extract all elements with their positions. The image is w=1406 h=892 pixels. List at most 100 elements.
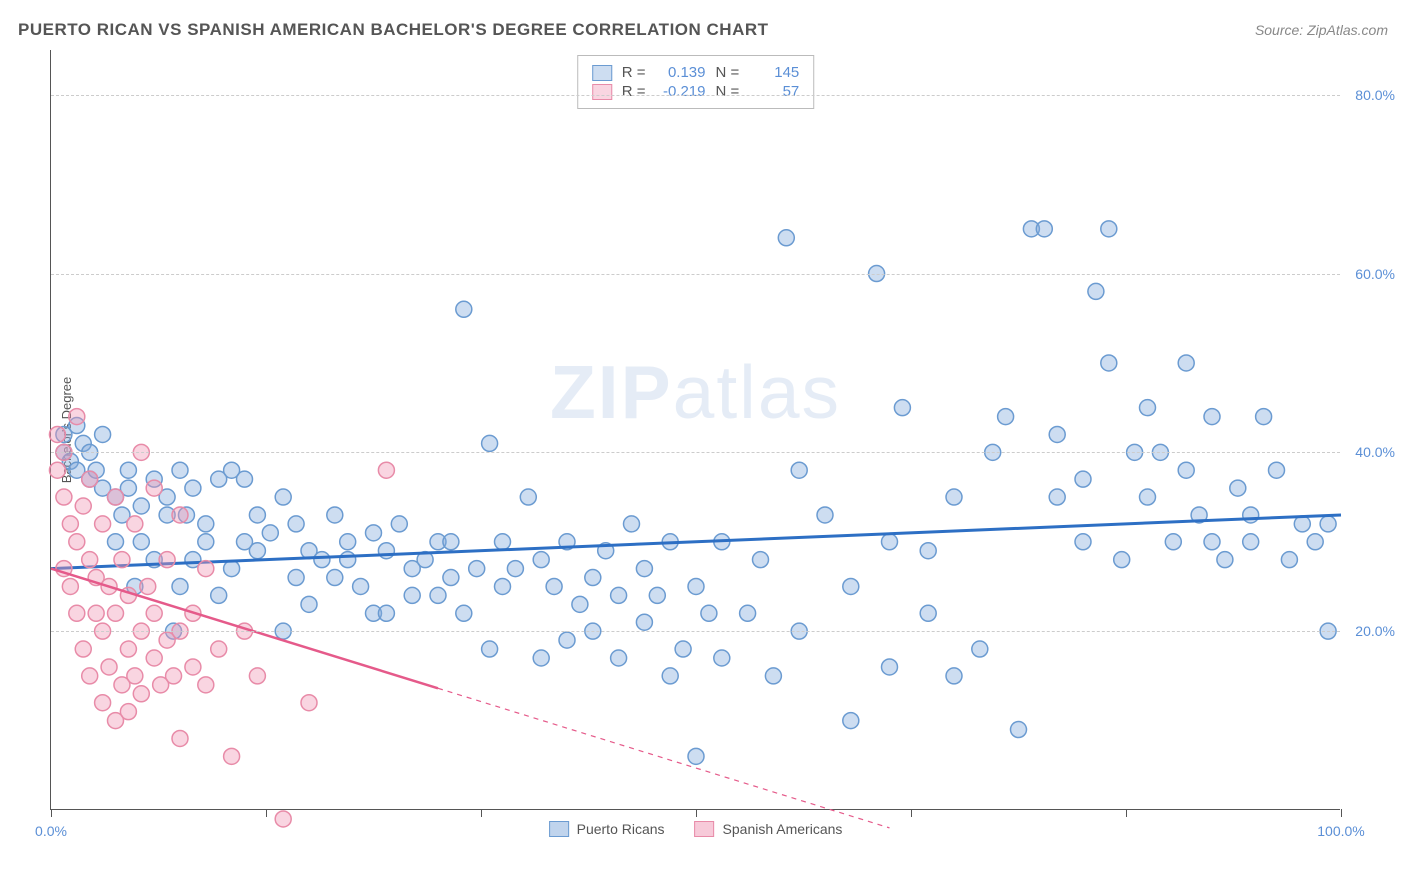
scatter-point	[198, 561, 214, 577]
scatter-point	[314, 552, 330, 568]
scatter-point	[172, 462, 188, 478]
scatter-point	[791, 462, 807, 478]
scatter-point	[443, 570, 459, 586]
scatter-point	[120, 704, 136, 720]
scatter-point	[237, 471, 253, 487]
x-tick	[266, 809, 267, 817]
scatter-point	[1140, 489, 1156, 505]
x-tick	[51, 809, 52, 817]
scatter-point	[611, 587, 627, 603]
chart-title: PUERTO RICAN VS SPANISH AMERICAN BACHELO…	[18, 20, 769, 40]
scatter-point	[1165, 534, 1181, 550]
scatter-point	[301, 596, 317, 612]
scatter-point	[714, 650, 730, 666]
scatter-point	[211, 587, 227, 603]
stat-r-val-1: -0.219	[656, 83, 706, 100]
scatter-point	[340, 534, 356, 550]
scatter-point	[559, 632, 575, 648]
scatter-point	[172, 578, 188, 594]
x-tick	[481, 809, 482, 817]
legend-item-1: Spanish Americans	[695, 821, 843, 837]
scatter-point	[114, 552, 130, 568]
scatter-point	[211, 641, 227, 657]
source-name: ZipAtlas.com	[1307, 22, 1388, 38]
scatter-point	[88, 605, 104, 621]
scatter-point	[1204, 534, 1220, 550]
scatter-point	[288, 516, 304, 532]
scatter-point	[69, 409, 85, 425]
scatter-point	[1320, 516, 1336, 532]
stat-n-val-0: 145	[749, 64, 799, 81]
y-tick-label: 80.0%	[1355, 87, 1395, 103]
scatter-point	[146, 650, 162, 666]
legend-label-0: Puerto Ricans	[577, 821, 665, 837]
scatter-point	[817, 507, 833, 523]
y-tick-label: 40.0%	[1355, 444, 1395, 460]
scatter-point	[75, 641, 91, 657]
scatter-point	[404, 587, 420, 603]
stat-n-label-0: N =	[716, 64, 740, 81]
scatter-point	[133, 686, 149, 702]
scatter-point	[1204, 409, 1220, 425]
scatter-point	[62, 516, 78, 532]
x-tick	[1341, 809, 1342, 817]
y-tick-label: 60.0%	[1355, 266, 1395, 282]
scatter-point	[108, 489, 124, 505]
scatter-point	[1011, 722, 1027, 738]
scatter-point	[82, 668, 98, 684]
scatter-point	[133, 534, 149, 550]
scatter-point	[366, 525, 382, 541]
legend-label-1: Spanish Americans	[723, 821, 843, 837]
scatter-point	[127, 668, 143, 684]
scatter-point	[127, 516, 143, 532]
scatter-point	[262, 525, 278, 541]
chart-header: PUERTO RICAN VS SPANISH AMERICAN BACHELO…	[18, 20, 1388, 40]
scatter-point	[249, 507, 265, 523]
scatter-point	[1256, 409, 1272, 425]
trend-line-dashed	[438, 688, 890, 828]
scatter-point	[198, 516, 214, 532]
scatter-point	[275, 489, 291, 505]
scatter-point	[456, 605, 472, 621]
scatter-point	[224, 561, 240, 577]
scatter-point	[172, 507, 188, 523]
scatter-point	[778, 230, 794, 246]
scatter-point	[546, 578, 562, 594]
stat-r-label-0: R =	[622, 64, 646, 81]
chart-plot-area: Bachelor's Degree ZIPatlas R = 0.139 N =…	[50, 50, 1340, 810]
scatter-point	[482, 641, 498, 657]
stat-r-label-1: R =	[622, 83, 646, 100]
scatter-point	[1114, 552, 1130, 568]
scatter-point	[1243, 507, 1259, 523]
scatter-point	[520, 489, 536, 505]
gridline-h	[51, 452, 1340, 453]
stat-r-val-0: 0.139	[656, 64, 706, 81]
scatter-point	[301, 695, 317, 711]
scatter-point	[1140, 400, 1156, 416]
scatter-point	[108, 605, 124, 621]
scatter-point	[95, 516, 111, 532]
scatter-point	[353, 578, 369, 594]
scatter-point	[1088, 283, 1104, 299]
scatter-point	[1049, 489, 1065, 505]
scatter-point	[920, 543, 936, 559]
scatter-point	[430, 587, 446, 603]
scatter-point	[507, 561, 523, 577]
scatter-point	[108, 534, 124, 550]
x-tick	[696, 809, 697, 817]
scatter-point	[69, 605, 85, 621]
scatter-point	[843, 713, 859, 729]
legend-swatch-0	[549, 821, 569, 837]
scatter-point	[327, 507, 343, 523]
scatter-point	[495, 534, 511, 550]
scatter-point	[49, 426, 65, 442]
scatter-point	[753, 552, 769, 568]
scatter-point	[1075, 534, 1091, 550]
scatter-point	[1036, 221, 1052, 237]
scatter-point	[101, 659, 117, 675]
scatter-point	[391, 516, 407, 532]
scatter-point	[946, 668, 962, 684]
source-prefix: Source:	[1255, 22, 1307, 38]
scatter-point	[572, 596, 588, 612]
gridline-h	[51, 95, 1340, 96]
